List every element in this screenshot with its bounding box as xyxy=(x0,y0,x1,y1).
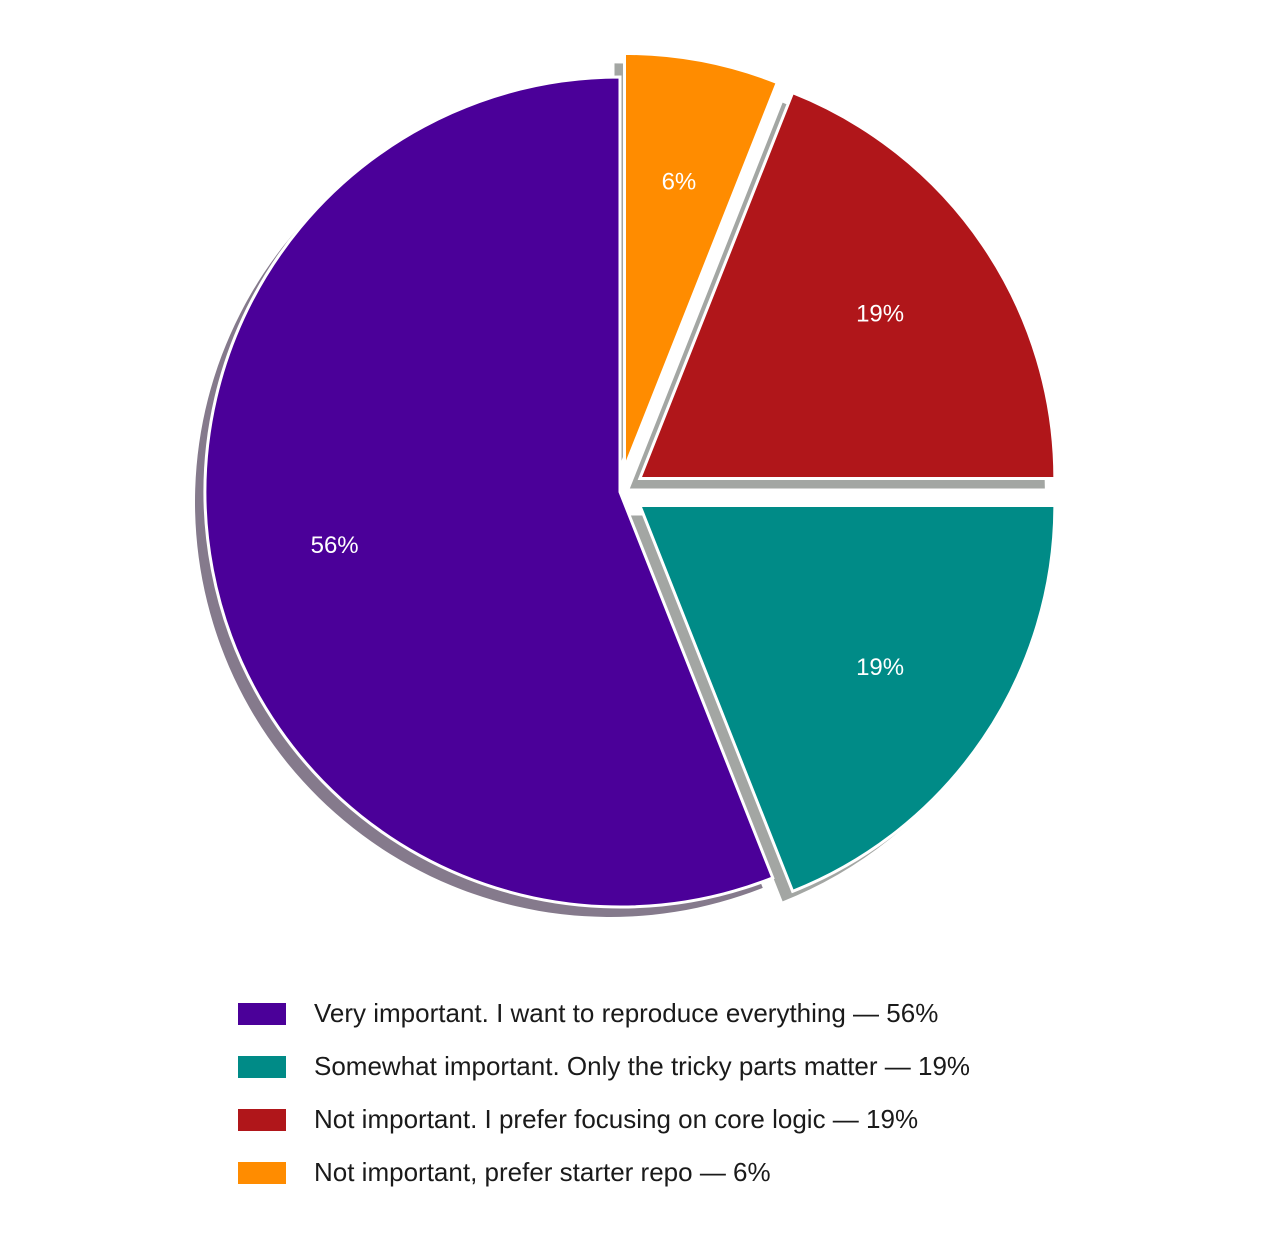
slice-label: 6% xyxy=(662,168,697,195)
legend-label: Very important. I want to reproduce ever… xyxy=(314,998,938,1028)
legend-label: Not important, prefer starter repo — 6% xyxy=(314,1157,771,1187)
slice xyxy=(203,75,775,909)
legend-swatch xyxy=(238,1056,286,1078)
legend-label: Somewhat important. Only the tricky part… xyxy=(314,1051,970,1081)
slice xyxy=(622,51,780,469)
slice-label: 19% xyxy=(856,301,904,328)
legend-swatch xyxy=(238,1162,286,1184)
slice xyxy=(637,503,1057,894)
legend-swatch xyxy=(238,1003,286,1025)
slice-label: 19% xyxy=(856,654,904,681)
legend-label: Not important. I prefer focusing on core… xyxy=(314,1104,918,1134)
slice xyxy=(637,90,1057,481)
legend-swatch xyxy=(238,1109,286,1131)
slice-label: 56% xyxy=(311,532,359,559)
